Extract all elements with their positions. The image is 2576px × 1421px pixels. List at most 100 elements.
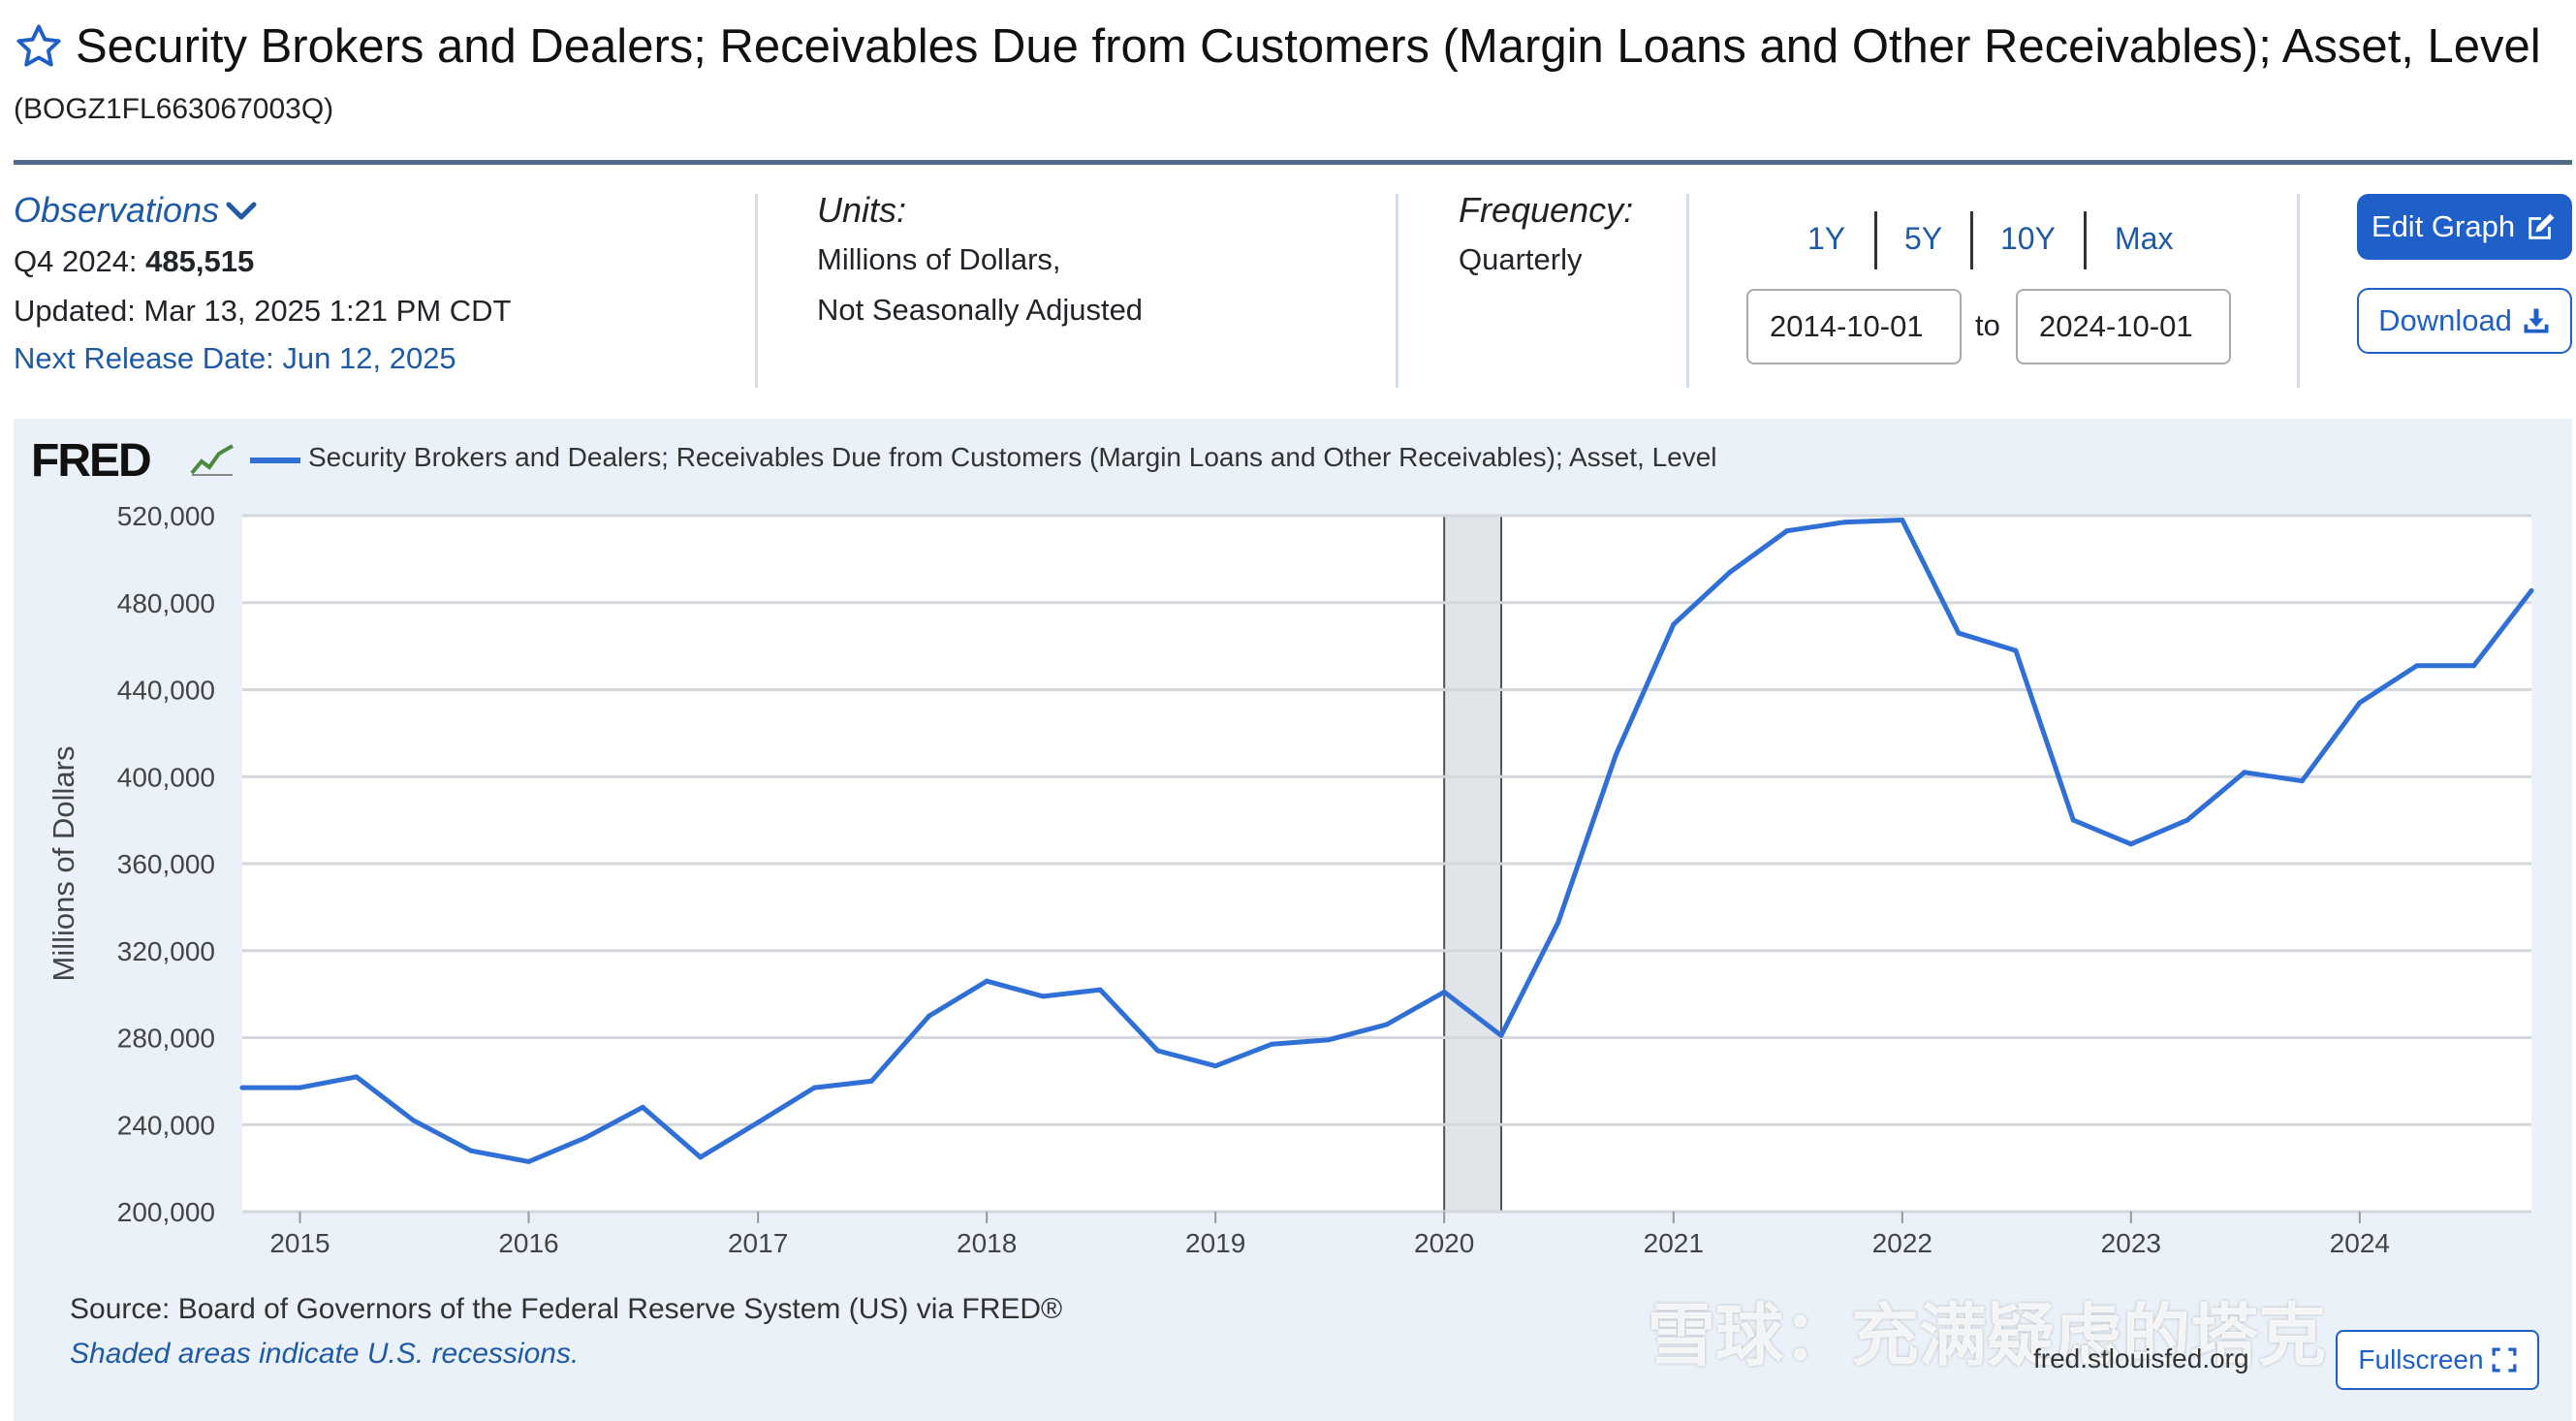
data-point (1727, 569, 1733, 575)
units-value-line1: Millions of Dollars, (817, 242, 1061, 276)
data-point (1900, 517, 1905, 522)
data-point (640, 1104, 645, 1110)
units-value-line2: Not Seasonally Adjusted (817, 293, 1144, 327)
range-max-button[interactable]: Max (2115, 221, 2174, 256)
y-tick-label: 480,000 (117, 588, 215, 618)
legend-swatch (250, 458, 300, 463)
divider (1970, 211, 1973, 269)
units-label: Units: (817, 190, 907, 230)
page-title: Security Brokers and Dealers; Receivable… (76, 20, 2541, 73)
data-point (239, 1085, 245, 1090)
legend-label: Security Brokers and Dealers; Receivable… (308, 442, 1717, 472)
download-icon (2524, 308, 2549, 333)
x-tick-label: 2019 (1185, 1228, 1245, 1258)
data-point (2414, 663, 2420, 669)
series-id: (BOGZ1FL663067003Q) (14, 93, 334, 125)
download-label: Download (2378, 303, 2512, 337)
data-point (1384, 1022, 1390, 1027)
x-tick-label: 2020 (1414, 1228, 1474, 1258)
data-point (2357, 700, 2363, 706)
x-tick-label: 2017 (728, 1228, 788, 1258)
data-point (1040, 994, 1046, 999)
divider (1396, 194, 1398, 388)
divider (2084, 211, 2087, 269)
y-tick-label: 400,000 (117, 762, 215, 792)
range-10y-button[interactable]: 10Y (2000, 221, 2056, 256)
y-tick-label: 240,000 (117, 1110, 215, 1140)
data-point (2184, 817, 2190, 823)
y-tick-label: 320,000 (117, 936, 215, 966)
chevron-down-icon[interactable] (225, 200, 258, 223)
header-divider (14, 160, 2572, 165)
data-point (582, 1135, 588, 1141)
frequency-label: Frequency: (1459, 190, 1634, 230)
updated-timestamp: Updated: Mar 13, 2025 1:21 PM CDT (14, 294, 512, 328)
data-point (984, 978, 990, 984)
data-point (1155, 1048, 1161, 1054)
data-point (1784, 528, 1790, 534)
observation-period: Q4 2024: (14, 244, 138, 278)
data-point (1212, 1063, 1218, 1069)
y-tick-label: 520,000 (117, 501, 215, 531)
data-point (354, 1074, 360, 1080)
watermark: 雪球：充满疑虑的塔克 (1648, 1298, 2326, 1374)
observations-dropdown[interactable]: Observations (14, 190, 220, 230)
divider (755, 194, 758, 388)
x-tick-label: 2021 (1644, 1228, 1704, 1258)
data-point (927, 1013, 932, 1019)
x-tick-label: 2023 (2101, 1228, 2161, 1258)
end-date-input[interactable] (2016, 289, 2231, 364)
data-point (2070, 817, 2076, 823)
range-1y-button[interactable]: 1Y (1807, 221, 1846, 256)
data-point (2299, 778, 2305, 784)
x-tick-label: 2024 (2330, 1228, 2390, 1258)
site-link[interactable]: fred.stlouisfed.org (2033, 1343, 2249, 1374)
divider (1686, 194, 1689, 388)
data-point (1498, 1032, 1504, 1038)
data-point (2013, 647, 2019, 653)
data-point (1441, 989, 1447, 995)
edit-icon (2529, 213, 2555, 239)
data-point (2471, 663, 2477, 669)
next-release-link[interactable]: Next Release Date: Jun 12, 2025 (14, 341, 456, 375)
fullscreen-label: Fullscreen (2358, 1344, 2484, 1374)
y-axis-label: Millions of Dollars (47, 746, 80, 982)
data-point (468, 1148, 474, 1153)
data-point (811, 1085, 817, 1090)
data-point (1956, 630, 1962, 636)
fred-chart-icon (190, 444, 234, 476)
data-point (297, 1085, 302, 1090)
y-tick-label: 360,000 (117, 849, 215, 879)
y-tick-label: 440,000 (117, 676, 215, 706)
download-button[interactable]: Download (2357, 288, 2572, 354)
data-point (525, 1158, 531, 1164)
data-point (2529, 587, 2534, 593)
edit-graph-label: Edit Graph (2371, 209, 2516, 243)
y-tick-label: 200,000 (117, 1197, 215, 1227)
start-date-input[interactable] (1746, 289, 1962, 364)
data-point (411, 1118, 417, 1123)
data-point (1555, 920, 1561, 926)
data-point (2242, 770, 2247, 775)
data-point (1613, 752, 1618, 758)
data-point (1269, 1041, 1274, 1047)
recession-note: Shaded areas indicate U.S. recessions. (70, 1338, 580, 1370)
data-point (1841, 520, 1847, 525)
latest-observation: Q4 2024: 485,515 (14, 244, 254, 279)
x-tick-label: 2015 (269, 1228, 330, 1258)
data-point (698, 1154, 704, 1160)
star-icon[interactable] (14, 21, 64, 72)
fred-logo[interactable]: FRED (31, 435, 152, 487)
fullscreen-button[interactable]: Fullscreen (2336, 1330, 2539, 1390)
divider (1874, 211, 1877, 269)
x-tick-label: 2022 (1872, 1228, 1932, 1258)
date-range-separator: to (1975, 308, 2000, 342)
frequency-value: Quarterly (1459, 242, 1583, 276)
range-5y-button[interactable]: 5Y (1904, 221, 1943, 256)
data-point (2128, 841, 2134, 847)
x-tick-label: 2018 (957, 1228, 1017, 1258)
divider (2297, 194, 2300, 388)
edit-graph-button[interactable]: Edit Graph (2357, 194, 2572, 260)
data-point (1097, 987, 1103, 993)
